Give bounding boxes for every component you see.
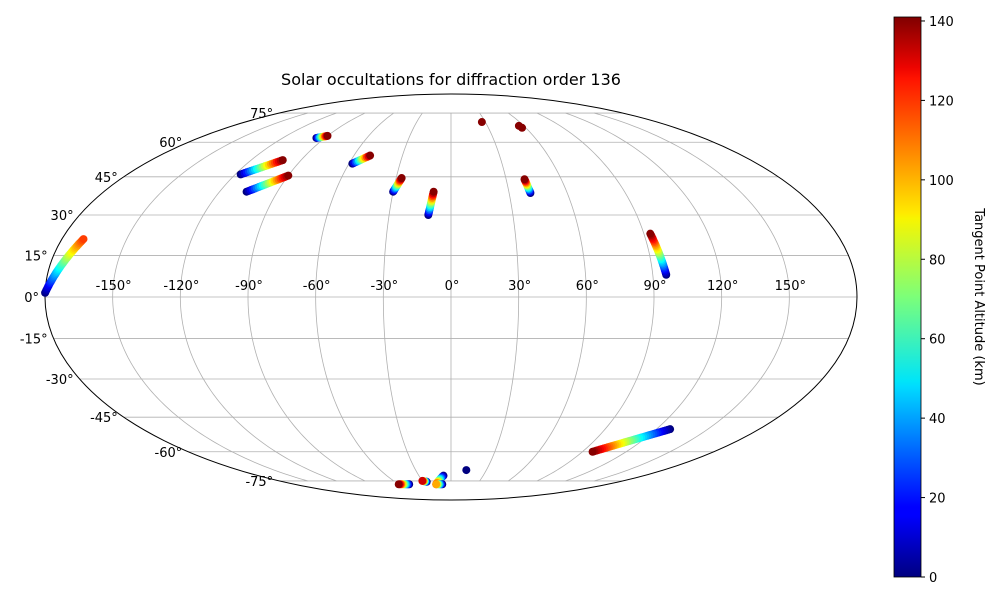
meridian-line xyxy=(479,112,520,482)
occultation-point xyxy=(323,131,332,140)
occultation-point xyxy=(278,156,287,165)
meridian-line xyxy=(594,112,790,482)
lon-tick-label: -120° xyxy=(163,279,199,294)
lat-tick-label: -45° xyxy=(90,411,118,426)
occultation-point xyxy=(646,229,655,238)
occultation-point xyxy=(418,476,427,485)
lon-tick-label: 30° xyxy=(508,279,531,294)
colorbar-tick-label: 140 xyxy=(929,15,954,30)
meridian-line xyxy=(315,112,394,482)
lat-tick-label: 30° xyxy=(51,209,74,224)
lat-tick-label: 75° xyxy=(250,107,273,122)
colorbar-tick-label: 40 xyxy=(929,412,946,427)
occultation-point xyxy=(520,175,529,184)
occultation-point xyxy=(397,174,406,183)
graticule xyxy=(45,112,857,482)
chart-title: Solar occultations for diffraction order… xyxy=(281,70,621,89)
lat-tick-label: -75° xyxy=(245,475,273,490)
lon-tick-label: 0° xyxy=(445,279,460,294)
colorbar-tick-label: 80 xyxy=(929,253,946,268)
colorbar: 0 20 40 60 80 100 120 140 Tangent Point Altitud… xyxy=(893,15,986,586)
colorbar-tick-label: 60 xyxy=(929,333,946,348)
lat-tick-label: -60° xyxy=(155,446,183,461)
lat-tick-label: -30° xyxy=(46,373,74,388)
colorbar-tick-label: 100 xyxy=(929,174,954,189)
occultation-point xyxy=(79,235,88,244)
occultation-point xyxy=(514,121,523,130)
meridian-line xyxy=(112,112,308,482)
meridian-line xyxy=(382,112,423,482)
occultation-point xyxy=(432,480,441,489)
meridian-line xyxy=(179,112,337,482)
lon-tick-label: -150° xyxy=(96,279,132,294)
lon-tick-label: 150° xyxy=(775,279,806,294)
colorbar-tick-label: 20 xyxy=(929,492,946,507)
occultation-point xyxy=(366,151,375,160)
meridian-line xyxy=(508,112,587,482)
colorbar-gradient xyxy=(893,16,922,578)
occultation-points xyxy=(41,118,675,489)
colorbar-tick-label: 0 xyxy=(929,571,937,586)
colorbar-label: Tangent Point Altitude (km) xyxy=(971,207,986,385)
lon-tick-label: -30° xyxy=(370,279,398,294)
lat-tick-label: 15° xyxy=(25,249,48,264)
occultation-point xyxy=(394,480,403,489)
lon-tick-label: 60° xyxy=(576,279,599,294)
longitude-tick-labels: -150° -120° -90° -60° -30° 0° 30° 60° 90° 120° 150… xyxy=(96,279,806,294)
colorbar-ticks: 0 20 40 60 80 100 120 140 xyxy=(921,15,954,586)
occultation-point xyxy=(588,447,597,456)
occultation-point xyxy=(477,118,486,127)
lon-tick-label: -60° xyxy=(303,279,331,294)
lat-tick-label: 0° xyxy=(24,291,39,306)
lat-tick-label: -15° xyxy=(20,333,48,348)
lat-tick-label: 45° xyxy=(95,171,118,186)
meridian-line xyxy=(247,112,366,482)
lon-tick-label: -90° xyxy=(235,279,263,294)
map-outline xyxy=(44,93,858,501)
latitude-tick-labels: -75° -60° -45° -30° -15° 0° 15° 30° 45° 60° 75° xyxy=(20,107,273,490)
occultation-point xyxy=(284,171,293,180)
occultation-point xyxy=(462,466,471,475)
lat-tick-label: 60° xyxy=(159,136,182,151)
meridian-line xyxy=(536,112,655,482)
lon-tick-label: 90° xyxy=(643,279,666,294)
colorbar-tick-label: 120 xyxy=(929,94,954,109)
lon-tick-label: 120° xyxy=(707,279,738,294)
occultation-point xyxy=(429,187,438,196)
